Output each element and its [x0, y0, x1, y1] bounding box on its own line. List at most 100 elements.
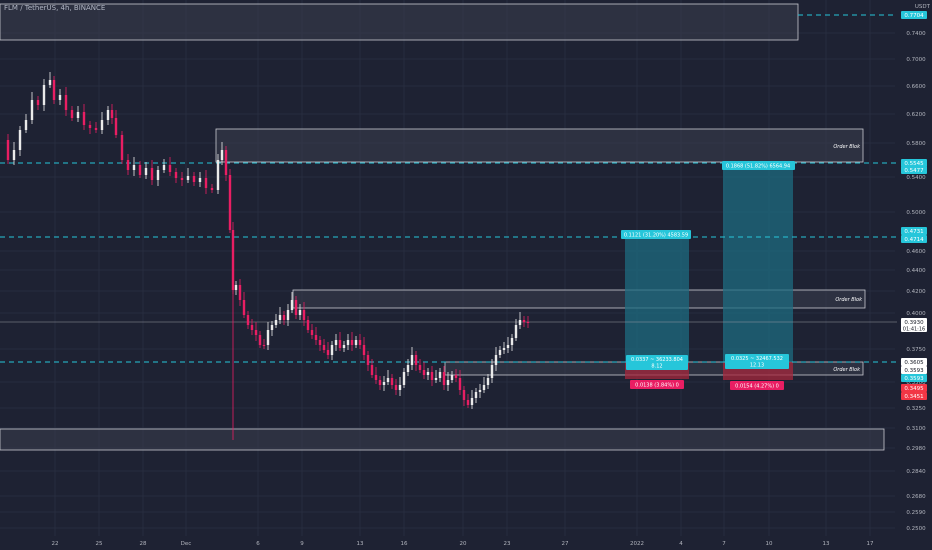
- long-position-1[interactable]: 0.1121 (31.20%) 4583.59 0.0337 ~ 36233.8…: [621, 230, 691, 389]
- price-tick-label: 0.3750: [906, 347, 926, 353]
- stop-label-1: 0.0138 (3.84%) 0: [635, 383, 679, 389]
- svg-text:0.5477: 0.5477: [904, 168, 924, 174]
- candle: [350, 332, 354, 351]
- candle: [474, 388, 478, 403]
- candle: [426, 368, 430, 380]
- candle: [358, 334, 362, 349]
- candle: [494, 347, 498, 371]
- candle: [354, 336, 358, 348]
- zone-top[interactable]: [0, 3, 799, 41]
- candle: [326, 342, 330, 359]
- candle: [216, 154, 220, 194]
- chart-title: FLM / TetherUS, 4h, BINANCE: [4, 4, 106, 12]
- candle: [238, 279, 242, 306]
- horizontal-levels[interactable]: [0, 14, 897, 363]
- zone-1-label: Order Blok: [833, 144, 861, 150]
- candle: [234, 281, 238, 295]
- candle: [370, 359, 374, 378]
- time-label: 13: [823, 541, 830, 547]
- price-tick-label: 0.2680: [906, 494, 926, 500]
- candle: [168, 157, 172, 176]
- ratio-line1-1: 0.0337 ~ 36233.804: [631, 357, 683, 363]
- long-position-2[interactable]: 0.1868 (51.82%) 6564.94 0.0325 ~ 32467.5…: [722, 161, 795, 390]
- zone-2-label: Order Blok: [835, 297, 863, 303]
- candle: [394, 379, 398, 395]
- price-tag-p3593b: 0.3593: [901, 374, 927, 382]
- candle: [126, 154, 130, 175]
- candle: [450, 371, 454, 383]
- candle: [138, 161, 142, 178]
- candle: [414, 351, 418, 371]
- candle: [106, 106, 110, 125]
- price-axis-currency: USDT: [915, 4, 931, 10]
- candle: [298, 304, 302, 320]
- candle: [302, 302, 306, 326]
- candle: [82, 104, 86, 130]
- candle: [186, 168, 190, 183]
- price-tick-label: 0.4000: [906, 311, 926, 317]
- svg-text:0.3930: 0.3930: [904, 320, 924, 326]
- candle: [374, 367, 378, 384]
- candle: [52, 76, 56, 104]
- price-axis[interactable]: USDT 0.7400 0.7000 0.6600 0.6200 0.5800 0.540…: [897, 0, 932, 536]
- candle: [282, 311, 286, 325]
- time-label: 20: [460, 541, 467, 547]
- time-label: 2022: [630, 541, 644, 547]
- candle: [490, 359, 494, 383]
- candle: [278, 307, 282, 324]
- candle: [478, 384, 482, 398]
- time-label: 4: [679, 541, 683, 547]
- order-block-zone-2[interactable]: Order Blok: [292, 289, 866, 309]
- time-label: 22: [52, 541, 59, 547]
- candle: [334, 334, 338, 351]
- price-tag-p3451: 0.3451: [901, 392, 927, 400]
- price-tick-label: 0.6600: [906, 84, 926, 90]
- candle: [430, 366, 434, 386]
- price-tick-label: 0.5000: [906, 210, 926, 216]
- candle: [294, 296, 298, 319]
- candle: [228, 169, 232, 233]
- price-tag-p3605: 0.3605: [901, 358, 927, 366]
- candle: [466, 394, 470, 408]
- zone-bottom[interactable]: [0, 428, 885, 451]
- time-axis[interactable]: 22 25 28 Dec 6 9 13 16 20 23 27 2022 4 7 10 13 17: [0, 536, 932, 550]
- svg-text:0.3605: 0.3605: [904, 360, 924, 366]
- candle: [24, 114, 28, 133]
- candle: [174, 168, 178, 183]
- svg-text:0.4731: 0.4731: [904, 229, 923, 235]
- price-tag-p5545: 0.5545: [901, 159, 927, 167]
- candle: [254, 322, 258, 341]
- svg-text:0.3593: 0.3593: [904, 368, 924, 374]
- candle: [286, 304, 290, 326]
- time-label: 7: [722, 541, 726, 547]
- candle: [262, 339, 266, 349]
- target-label-2: 0.1868 (51.82%) 6564.94: [726, 164, 790, 170]
- candle: [204, 170, 208, 194]
- candle: [192, 172, 196, 186]
- candle: [398, 377, 402, 396]
- candle: [442, 366, 446, 390]
- profit-zone-2: [723, 167, 793, 362]
- price-tag-p4714: 0.4714: [901, 235, 927, 243]
- target-label-1: 0.1121 (31.20%) 4583.59: [624, 233, 688, 239]
- candle: [314, 327, 318, 345]
- candle: [438, 368, 442, 382]
- candle: [120, 131, 124, 164]
- candle: [422, 362, 426, 379]
- order-block-zone-1[interactable]: Order Blok: [215, 128, 864, 163]
- price-tick-label: 0.7000: [906, 57, 926, 63]
- time-label: 6: [256, 541, 260, 547]
- time-label: 28: [140, 541, 147, 547]
- svg-text:0.3593: 0.3593: [904, 376, 924, 382]
- target-label-box-1: [621, 230, 691, 239]
- candle: [454, 369, 458, 382]
- price-tick-label: 0.5400: [906, 175, 926, 181]
- stop-label-box-2: [730, 381, 784, 390]
- candle: [114, 110, 118, 138]
- candle: [502, 342, 506, 354]
- price-tick-label: 0.2500: [906, 526, 926, 532]
- price-tick-label: 0.2590: [906, 510, 926, 516]
- candle: [410, 347, 414, 370]
